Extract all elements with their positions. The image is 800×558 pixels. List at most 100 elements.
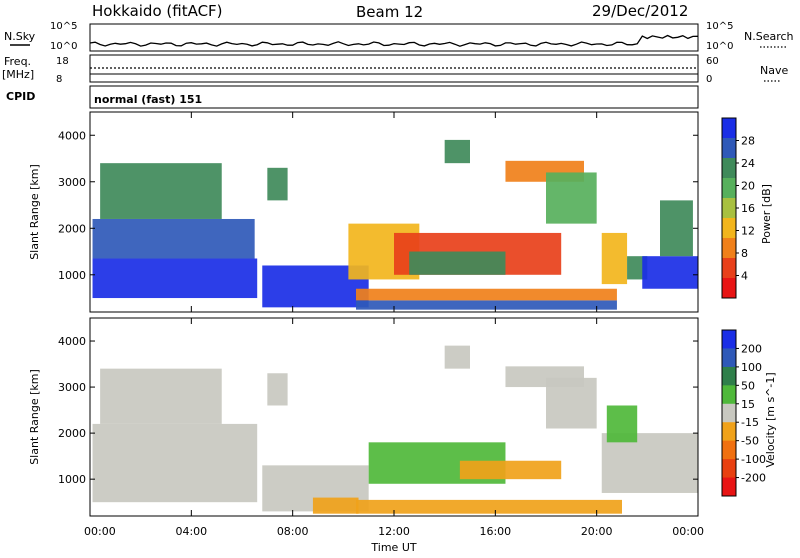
xtick-label-1: 04:00 bbox=[175, 525, 207, 538]
velocity-y-axis: 1000 2000 3000 4000 bbox=[58, 335, 698, 486]
station-title: Hokkaido (fitACF) bbox=[92, 2, 223, 20]
cpid-value: normal (fast) 151 bbox=[94, 93, 202, 106]
nsearch-tick-bottom: 10^0 bbox=[706, 41, 733, 52]
velocity-colorbar-tick-label-0: 200 bbox=[741, 342, 762, 355]
velocity-colorbar-tick-label-4: -15 bbox=[741, 416, 759, 429]
power-colorbar-tick-label-0: 28 bbox=[741, 135, 755, 148]
velocity-colorbar-swatch-2 bbox=[722, 366, 736, 386]
velocity-ytick-label-1: 2000 bbox=[58, 427, 86, 440]
nsky-trace bbox=[89, 34, 699, 47]
velocity-colorbar-tick-label-7: -200 bbox=[741, 472, 766, 485]
power-colorbar-swatch-2 bbox=[722, 158, 736, 179]
velocity-colorbar-tick-label-1: 100 bbox=[741, 361, 762, 374]
power-colorbar-swatch-0 bbox=[722, 118, 736, 139]
velocity-colorbar-label: Velocity [m s^-1] bbox=[764, 372, 777, 467]
velocity-region-0 bbox=[92, 423, 258, 503]
velocity-region-8 bbox=[444, 345, 470, 369]
nsky-tick-bottom: 10^0 bbox=[50, 41, 77, 52]
power-colorbar-swatch-6 bbox=[722, 238, 736, 259]
power-ytick-label-0: 1000 bbox=[58, 269, 86, 282]
velocity-ytick-label-0: 1000 bbox=[58, 473, 86, 486]
power-colorbar-swatch-8 bbox=[722, 278, 736, 299]
velocity-colorbar-swatch-7 bbox=[722, 459, 736, 479]
freq-tick-top: 18 bbox=[56, 56, 69, 67]
nsky-tick-top: 10^5 bbox=[50, 21, 77, 32]
xtick-label-5: 20:00 bbox=[581, 525, 613, 538]
power-colorbar-label: Power [dB] bbox=[760, 184, 773, 244]
power-region-12 bbox=[546, 172, 597, 224]
power-region-0 bbox=[92, 258, 258, 299]
power-region-2 bbox=[100, 163, 222, 219]
nave-tick-top: 60 bbox=[706, 56, 719, 67]
velocity-region-11 bbox=[601, 433, 698, 493]
freq-label: Freq. bbox=[4, 55, 31, 68]
power-colorbar-tick-label-3: 16 bbox=[741, 202, 755, 215]
power-region-13 bbox=[601, 232, 628, 285]
power-y-axis: 1000 2000 3000 4000 bbox=[58, 129, 698, 282]
nsearch-tick-top: 10^5 bbox=[706, 21, 733, 32]
power-colorbar-swatch-1 bbox=[722, 138, 736, 159]
power-colorbar-swatch-5 bbox=[722, 218, 736, 239]
power-region-7 bbox=[409, 251, 506, 275]
power-ytick-label-3: 4000 bbox=[58, 129, 86, 142]
power-ytick-label-2: 3000 bbox=[58, 176, 86, 189]
velocity-colorbar-frame bbox=[721, 329, 737, 497]
power-colorbar-tick-label-1: 24 bbox=[741, 157, 755, 170]
cpid-label: CPID bbox=[6, 90, 35, 103]
xtick-label-6: 00:00 bbox=[672, 525, 704, 538]
velocity-colorbar-swatch-8 bbox=[722, 477, 736, 497]
power-colorbar-swatch-4 bbox=[722, 198, 736, 219]
power-colorbar: 28 24 20 16 12 8 4 bbox=[721, 117, 755, 299]
power-region-8 bbox=[356, 300, 617, 310]
cpid-panel bbox=[89, 85, 699, 109]
velocity-region-1 bbox=[100, 368, 222, 424]
time-axis: 00:00 04:00 08:00 12:00 16:00 20:00 00:00 bbox=[84, 112, 704, 538]
velocity-heatmap bbox=[92, 345, 698, 514]
power-region-4 bbox=[267, 167, 288, 201]
velocity-region-7 bbox=[459, 460, 562, 480]
xtick-label-3: 12:00 bbox=[378, 525, 410, 538]
power-region-15 bbox=[642, 256, 698, 289]
date-label: 29/Dec/2012 bbox=[592, 2, 688, 20]
nave-tick-bottom: 0 bbox=[706, 74, 712, 85]
velocity-colorbar-tick-label-2: 50 bbox=[741, 379, 755, 392]
velocity-colorbar-swatch-5 bbox=[722, 422, 736, 442]
velocity-region-4 bbox=[312, 497, 359, 514]
power-ylabel: Slant Range [km] bbox=[28, 164, 41, 260]
freq-tick-bottom: 8 bbox=[56, 74, 62, 85]
power-colorbar-tick-label-4: 12 bbox=[741, 225, 755, 238]
xtick-label-4: 16:00 bbox=[479, 525, 511, 538]
velocity-region-12 bbox=[606, 405, 638, 443]
velocity-ytick-label-3: 4000 bbox=[58, 335, 86, 348]
power-colorbar-swatch-7 bbox=[722, 258, 736, 279]
nsky-panel bbox=[89, 23, 699, 52]
power-region-10 bbox=[444, 139, 470, 164]
velocity-ylabel: Slant Range [km] bbox=[28, 369, 41, 465]
velocity-ytick-label-2: 3000 bbox=[58, 381, 86, 394]
power-colorbar-tick-label-5: 8 bbox=[741, 247, 748, 260]
velocity-colorbar-tick-label-3: 15 bbox=[741, 398, 755, 411]
velocity-colorbar: 200 100 50 15 -15 -50 -100 -200 bbox=[721, 329, 766, 497]
velocity-colorbar-tick-label-6: -100 bbox=[741, 453, 766, 466]
xtick-label-2: 08:00 bbox=[277, 525, 309, 538]
power-region-16 bbox=[660, 200, 693, 257]
power-colorbar-swatch-3 bbox=[722, 178, 736, 199]
velocity-colorbar-swatch-0 bbox=[722, 330, 736, 349]
nave-label: Nave bbox=[760, 64, 788, 77]
velocity-colorbar-swatch-3 bbox=[722, 385, 736, 405]
power-colorbar-tick-label-2: 20 bbox=[741, 180, 755, 193]
velocity-colorbar-swatch-4 bbox=[722, 403, 736, 423]
beam-label: Beam 12 bbox=[356, 3, 423, 21]
velocity-colorbar-tick-label-5: -50 bbox=[741, 435, 759, 448]
x-axis-label: Time UT bbox=[370, 541, 416, 554]
velocity-colorbar-swatch-1 bbox=[722, 348, 736, 368]
velocity-region-10 bbox=[546, 377, 597, 429]
power-region-1 bbox=[92, 218, 255, 259]
power-region-9 bbox=[356, 288, 617, 301]
freq-unit: [MHz] bbox=[2, 68, 34, 81]
velocity-region-5 bbox=[356, 499, 622, 514]
power-heatmap bbox=[92, 139, 698, 310]
velocity-region-3 bbox=[267, 373, 288, 406]
